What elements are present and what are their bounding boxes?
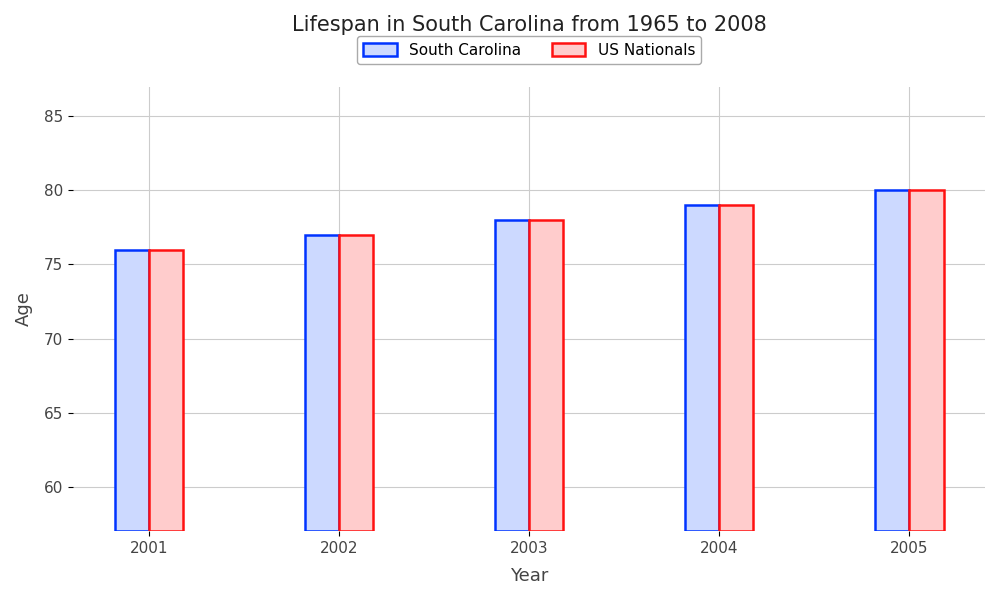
Title: Lifespan in South Carolina from 1965 to 2008: Lifespan in South Carolina from 1965 to … — [292, 15, 766, 35]
Legend: South Carolina, US Nationals: South Carolina, US Nationals — [357, 37, 701, 64]
Bar — [339, 235, 373, 531]
Bar — [149, 250, 183, 531]
Bar — [305, 235, 339, 531]
X-axis label: Year: Year — [510, 567, 548, 585]
Bar — [719, 205, 753, 531]
Bar — [685, 205, 719, 531]
Bar — [115, 250, 149, 531]
Bar — [529, 220, 563, 531]
Bar — [909, 190, 944, 531]
Y-axis label: Age: Age — [15, 292, 33, 326]
Bar — [495, 220, 529, 531]
Bar — [875, 190, 909, 531]
